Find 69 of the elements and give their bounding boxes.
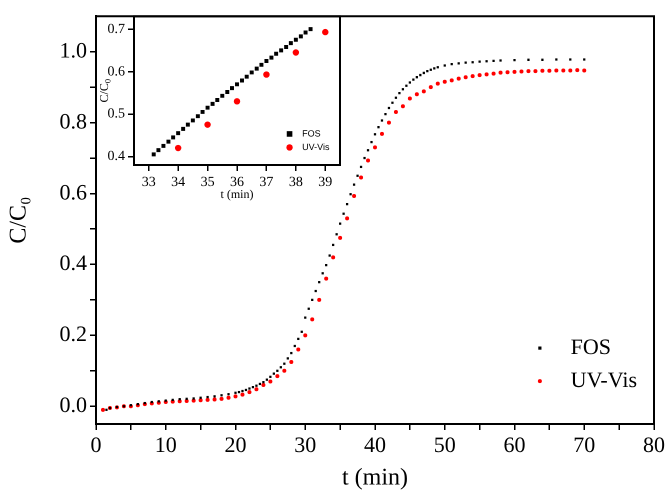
point: [210, 102, 215, 106]
point: [279, 48, 284, 52]
point: [220, 94, 224, 98]
point: [215, 98, 220, 102]
point: [176, 131, 180, 136]
point: [174, 144, 182, 152]
point: [240, 78, 244, 82]
x-tick-label: 80: [643, 432, 665, 457]
legend-label: FOS: [302, 128, 321, 138]
point: [200, 110, 205, 114]
point: [190, 118, 195, 122]
point: [322, 28, 328, 36]
x-tick-label: 40: [364, 432, 386, 457]
point: [235, 82, 239, 86]
point: [181, 126, 186, 131]
y-tick-label: 0.8: [60, 108, 87, 134]
point: [304, 30, 308, 35]
point: [152, 152, 156, 156]
point: [204, 121, 211, 128]
point: [196, 114, 200, 118]
y-tick-label: 1.0: [60, 37, 87, 62]
y-tick-label: 0.4: [108, 149, 125, 164]
x-tick-label: 33: [142, 175, 156, 190]
x-tick-label: 38: [288, 175, 303, 190]
point: [206, 106, 210, 110]
x-tick-label: 70: [573, 432, 596, 457]
x-tick-label: 0: [90, 432, 102, 457]
y-tick-label: 0.0: [60, 392, 87, 418]
x-tick-label: 20: [224, 432, 246, 457]
point: [244, 74, 249, 79]
point: [250, 70, 254, 74]
point: [161, 144, 166, 148]
point: [254, 66, 259, 71]
x-tick-label: 35: [200, 175, 215, 190]
point: [234, 98, 240, 105]
point: [264, 59, 268, 63]
x-axis-title: t (min): [342, 464, 408, 490]
legend-label: FOS: [570, 334, 612, 359]
point: [263, 71, 270, 78]
legend-label: UV-Vis: [570, 366, 638, 392]
point: [288, 41, 293, 46]
point: [186, 122, 190, 127]
point: [284, 44, 288, 49]
point: [269, 56, 274, 60]
x-tick-label: 37: [259, 175, 274, 190]
point: [292, 49, 300, 56]
y-tick-label: 0.6: [108, 64, 125, 80]
point: [156, 148, 160, 152]
y-tick-label: 0.4: [60, 250, 87, 276]
x-tick-label: 10: [154, 432, 177, 457]
x-tick-label: 60: [504, 432, 526, 457]
point: [230, 86, 234, 90]
x-tick-label: 30: [294, 432, 316, 457]
y-tick-label: 0.7: [108, 22, 125, 37]
x-tick-label: 50: [434, 432, 456, 457]
point: [259, 62, 264, 67]
point: [225, 90, 230, 94]
point: [171, 135, 176, 140]
y-axis-title: C/C₀: [5, 196, 32, 244]
point: [298, 34, 303, 38]
x-tick-label: 34: [171, 175, 186, 190]
y-axis-title: C/C0: [96, 78, 112, 102]
y-tick-label: 0.2: [60, 321, 87, 346]
legend-label: UV-Vis: [302, 142, 330, 152]
y-tick-label: 0.6: [60, 179, 87, 204]
point: [166, 140, 170, 144]
point: [308, 27, 313, 32]
y-tick-label: 0.5: [108, 106, 125, 122]
x-tick-label: 39: [318, 175, 332, 190]
